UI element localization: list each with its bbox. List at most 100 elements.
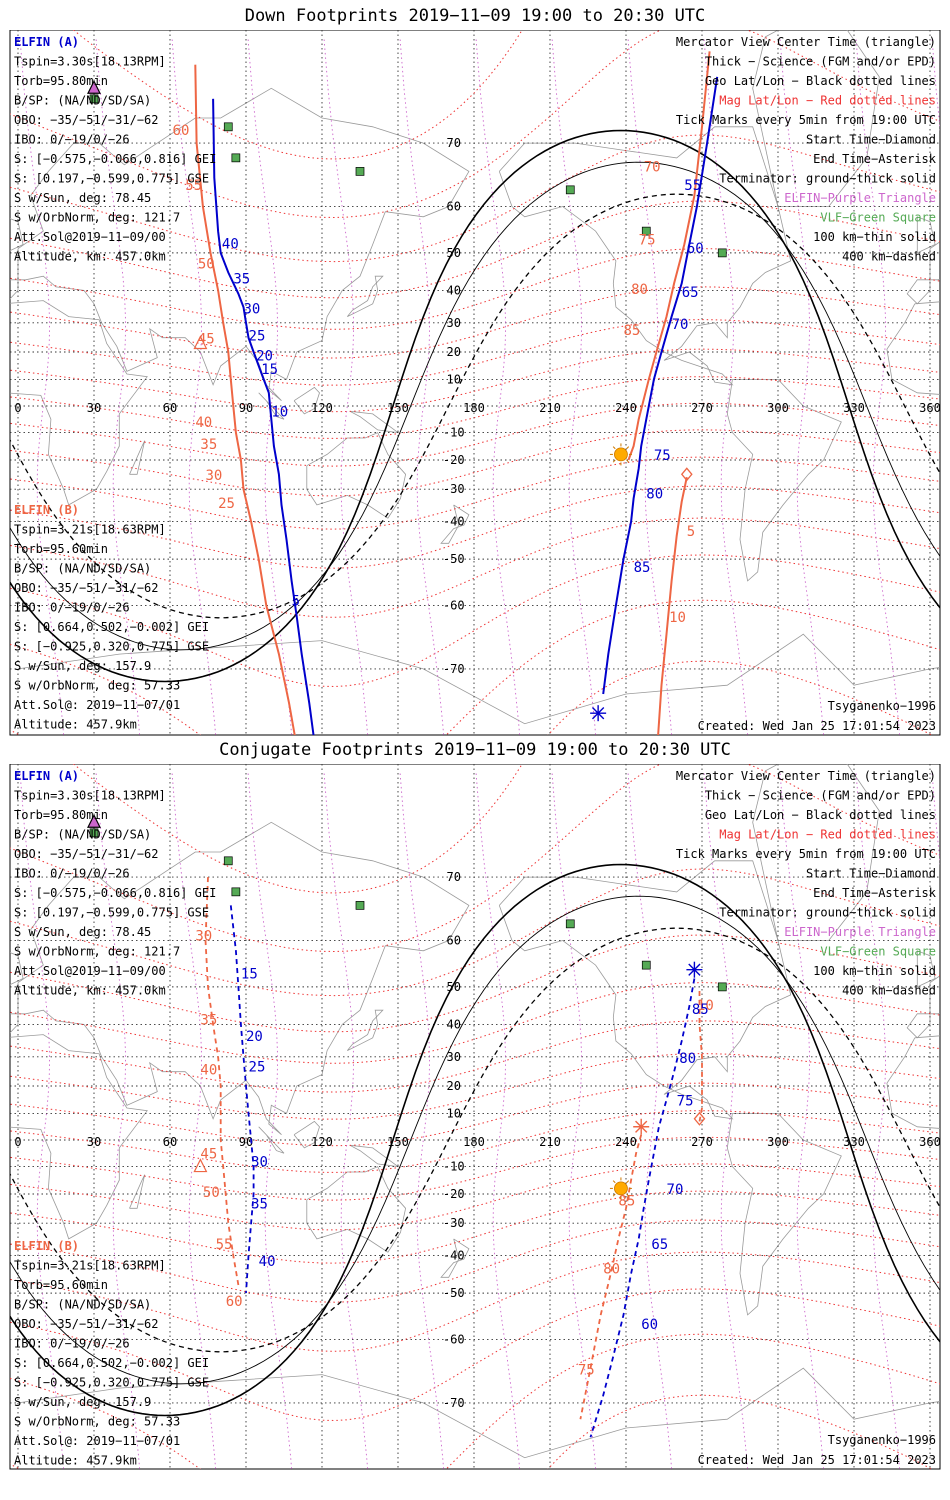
lon-label: 360 [919,1135,941,1149]
legend-entry: 400 km−dashed [842,250,936,264]
elfin-a-info-line: B/SP: (NA/ND/SD/SA) [14,94,151,108]
coastline [258,1126,285,1154]
elfin-a-tick-label: 55 [684,178,701,194]
elfin-b-tick-label: 80 [603,1262,620,1278]
panel-down-footprints: 0 30 60 90 120 150 180 210 240 270 300 330 360 70 60 50… [9,30,941,736]
elfin-a-info-line: Att.Sol@2019−11−09/00 [14,230,166,244]
mag-meridian [779,770,825,1469]
elfin-b-tick-label: 80 [631,282,648,298]
coastline [10,821,470,1136]
elfin-b-tick-label: 75 [639,232,656,248]
coastline [886,301,940,395]
legend-entry: End Time−Asterisk [813,152,937,166]
mag-meridian [475,770,521,1469]
diamond-icon [680,467,693,482]
elfin-b-info-line: S: [−0.925,0.320,0.775] GSE [14,1376,209,1390]
elfin-a-tick-label: 80 [679,1051,696,1067]
elfin-b-track-3 [579,1134,643,1420]
lat-label: -50 [443,552,465,566]
elfin-a-label: ELFIN (A) [14,35,79,49]
elfin-a-info-line: S w/OrbNorm, deg: 121.7 [14,211,180,225]
lat-label: 20 [447,1079,461,1093]
lon-label: 30 [87,1135,101,1149]
lat-label: -60 [443,1333,465,1347]
elfin-a-track [212,98,315,735]
mag-meridian [19,770,65,1469]
mag-parallel [10,868,940,997]
mag-parallel [10,1190,940,1264]
panel-2-title: Conjugate Footprints 2019−11−09 19:00 to… [219,740,731,760]
elfin-b-info-line: Att.Sol@: 2019−11−07/01 [14,698,180,712]
elfin-b-info-line: Altitude: 457.9km [14,718,137,732]
elfin-b-info-line: S w/Sun, deg: 157.9 [14,659,151,673]
mag-parallel [10,248,940,330]
coastline [916,216,936,254]
elfin-b-info-line: IBO: 0/−19/0/−26 [14,1337,130,1351]
elfin-b-tick-label: 10 [697,998,714,1014]
mag-parallel [10,402,940,467]
coastline [10,218,24,252]
elfin-b-info-line: S: [−0.925,0.320,0.775] GSE [14,640,209,654]
elfin-b-tick-label: 45 [198,331,215,347]
lon-label: 180 [463,1135,485,1149]
elfin-a-tick-label: 70 [672,317,689,333]
elfin-b-info-line: S: [0.664,0.502,−0.002] GEI [14,1356,209,1370]
mag-parallel [10,982,940,1064]
map-content: 0 30 60 90 120 150 180 210 240 270 300 330 360 70 60 50… [10,30,940,735]
elfin-a-track-2 [589,978,696,1438]
terminator-100km [10,161,940,651]
elfin-b-label: ELFIN (B) [14,503,79,517]
elfin-b-info-line: OBO: −35/−51/−31/−62 [14,1317,159,1331]
elfin-a-tick-label: 60 [687,241,704,257]
elfin-b-tick-label: 10 [669,610,686,626]
mag-meridian [475,36,521,735]
elfin-b-tick-label: 60 [173,123,190,139]
coastline [916,950,936,988]
elfin-a-info-line: S w/Sun, deg: 78.45 [14,925,151,939]
legend-entry: Mag Lat/Lon − Red dotted lines [719,828,936,842]
elfin-a-tick-label: 30 [251,1155,268,1171]
triangle-icon [87,79,101,94]
elfin-a-info-line: S: [−0.575,−0.066,0.816] GEI [14,886,216,900]
elfin-b-tick-label: 55 [216,1237,233,1253]
elfin-a-info-line: Altitude, km: 457.0km [14,250,166,264]
lat-label: 30 [447,316,461,330]
lat-label: 60 [447,933,461,947]
green-square-icon [89,828,99,838]
green-square-icon [641,960,651,970]
legend-entry: Mercator View Center Time (triangle) [676,769,936,783]
lat-label: -50 [443,1286,465,1300]
mag-meridian [551,770,597,1469]
green-square-icon [223,856,233,866]
coastline [129,1174,146,1209]
coastline [440,1238,470,1278]
lon-label: 90 [239,1135,253,1149]
mag-parallel [10,30,940,219]
mag-meridian [323,36,369,735]
elfin-a-info-line: OBO: −35/−51/−31/−62 [14,113,159,127]
legend-entry: Tick Marks every 5min from 19:00 UTC [676,847,936,861]
elfin-a-label: ELFIN (A) [14,769,79,783]
mag-meridian [19,36,65,735]
elfin-a-info: ELFIN (A) Tspin=3.30s[18.13RPM] Torb=95.80… [14,35,216,264]
mag-meridian [779,36,825,735]
lat-label: 60 [447,199,461,213]
lat-label: -60 [443,599,465,613]
elfin-b-info: ELFIN (B) Tspin=3.21s[18.63RPM] Torb=95.60… [14,503,209,732]
elfin-b-label: ELFIN (B) [14,1239,79,1253]
mag-parallel [10,1288,940,1422]
lat-label: -40 [443,515,465,529]
mag-parallel [10,319,940,386]
lon-label: 300 [767,1135,789,1149]
legend-entry: Mag Lat/Lon − Red dotted lines [719,94,936,108]
geo-grid [10,30,940,735]
lon-label: 60 [163,1135,177,1149]
elfin-a-tick-label: 20 [256,348,273,364]
legend-entry: VLF−Green Square [820,945,936,959]
lon-label: 120 [311,401,333,415]
elfin-b-info-line: S w/Sun, deg: 157.9 [14,1395,151,1409]
elfin-a-info-line: IBO: 0/−19/0/−26 [14,867,130,881]
diamond-icon [693,1111,706,1126]
lat-label: 40 [447,283,461,297]
lat-label: -20 [443,1187,465,1201]
